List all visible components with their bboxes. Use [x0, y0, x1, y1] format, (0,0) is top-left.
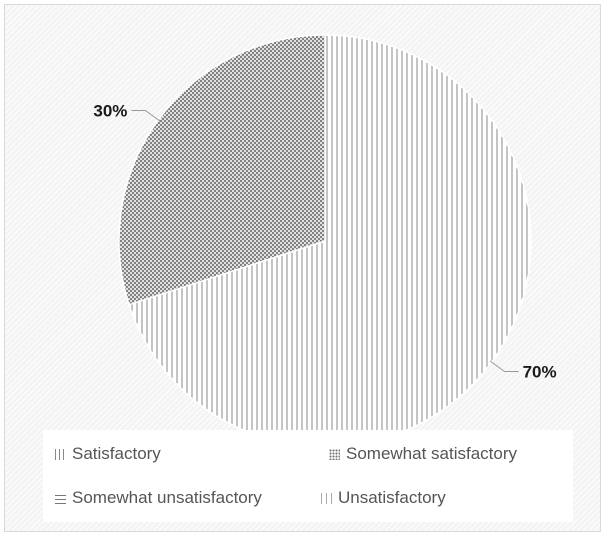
legend-label: Somewhat unsatisfactory [72, 488, 262, 507]
pie-chart: 70% 30% [93, 34, 557, 448]
dash-swatch-icon [55, 492, 66, 504]
legend-label: Somewhat satisfactory [346, 444, 518, 463]
vertical-lines-swatch-icon [55, 448, 66, 460]
chart-frame: 70% 30% Satisfactory Somewhat satisfactor… [4, 4, 601, 532]
legend-label: Unsatisfactory [338, 488, 446, 507]
legend: Satisfactory Somewhat satisfactory Somew… [43, 430, 573, 522]
legend-item-somewhat-satisfactory: Somewhat satisfactory [329, 444, 517, 464]
legend-item-satisfactory: Satisfactory [55, 444, 161, 464]
legend-item-unsatisfactory: Unsatisfactory [321, 488, 446, 508]
legend-label: Satisfactory [72, 444, 161, 463]
legend-item-somewhat-unsatisfactory: Somewhat unsatisfactory [55, 488, 262, 508]
crosshatch-swatch-icon [329, 448, 340, 460]
leader-line [489, 360, 519, 372]
vertical-lines-swatch-icon [321, 492, 332, 504]
data-label-satisfactory: 70% [523, 363, 557, 382]
data-label-somewhat-satisfactory: 30% [93, 102, 127, 121]
leader-line [131, 110, 161, 122]
